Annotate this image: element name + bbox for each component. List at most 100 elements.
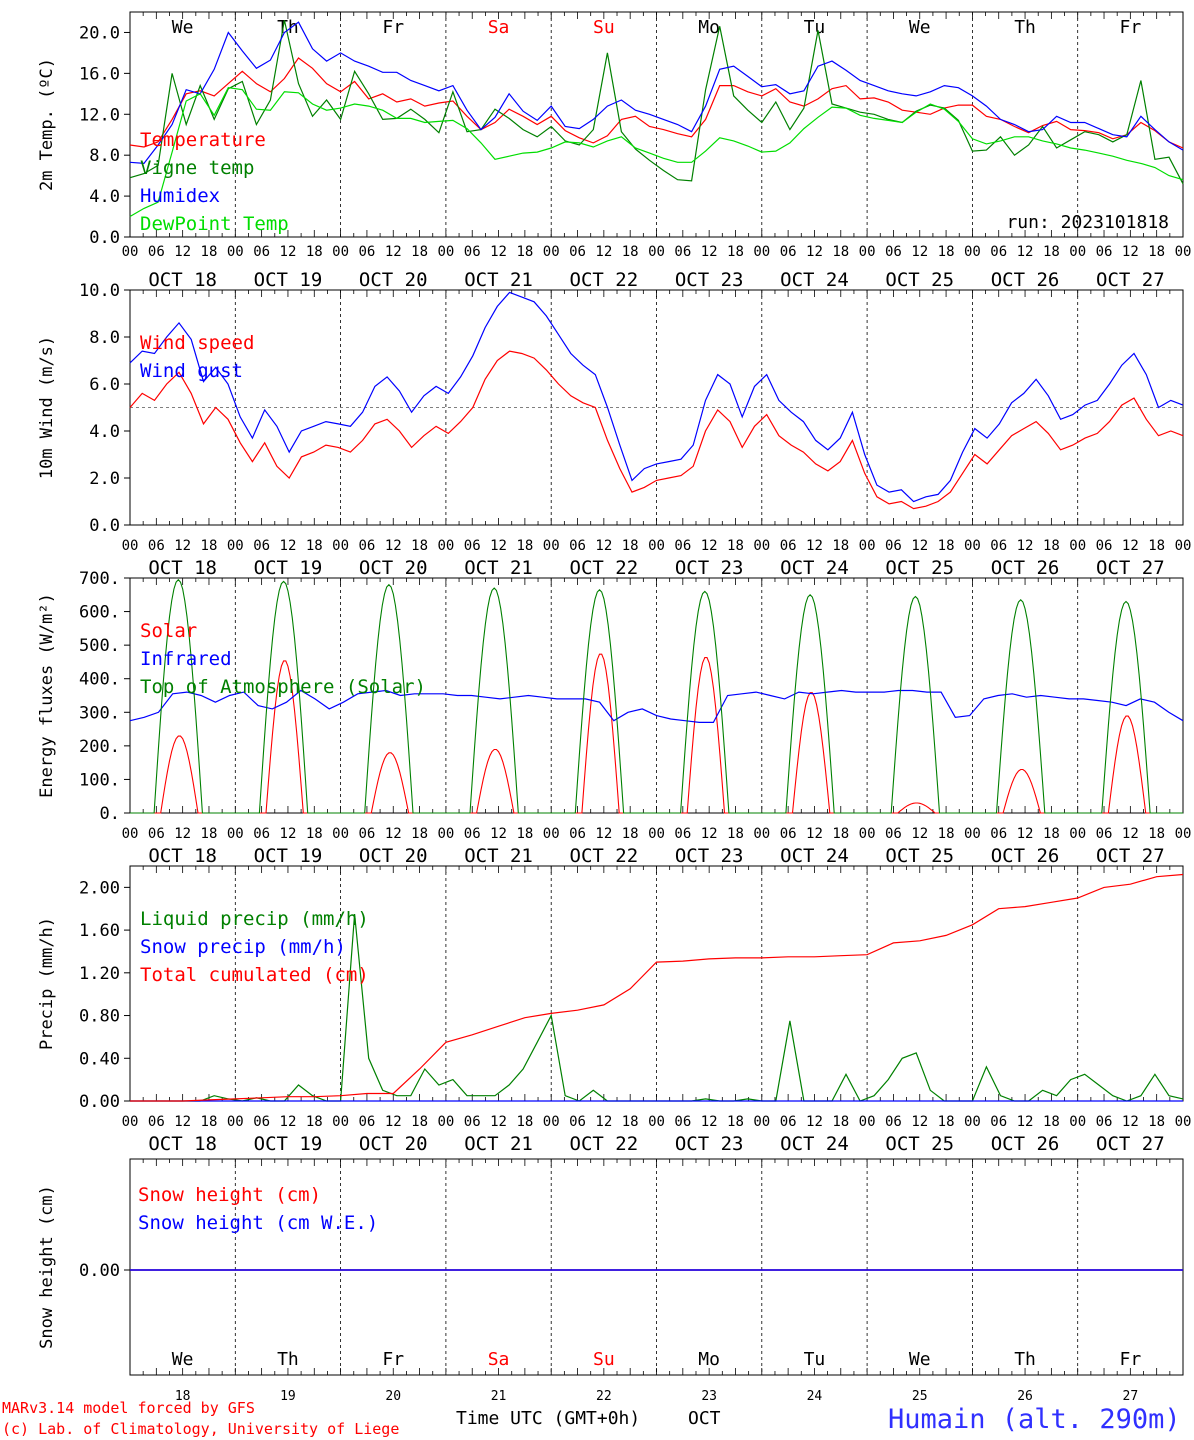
hour-tick-label: 12 xyxy=(1017,244,1034,260)
y-tick-label: 600. xyxy=(79,603,120,623)
hour-tick-label: 06 xyxy=(464,244,481,260)
hour-tick-label: 00 xyxy=(437,244,454,260)
hour-tick-label: 00 xyxy=(964,1114,981,1130)
hour-tick-label: 18 xyxy=(411,538,428,554)
hour-tick-label: 00 xyxy=(753,244,770,260)
hour-tick-label: 18 xyxy=(622,538,639,554)
hour-tick-label: 00 xyxy=(859,1114,876,1130)
hour-tick-label: 18 xyxy=(727,538,744,554)
day-name-label: Fr xyxy=(382,17,404,38)
hour-tick-label: 06 xyxy=(990,1114,1007,1130)
day-number-label: 20 xyxy=(385,1389,401,1404)
hour-tick-label: 12 xyxy=(174,244,191,260)
day-name-label: Fr xyxy=(1120,1349,1142,1370)
hour-tick-label: 06 xyxy=(780,538,797,554)
hour-tick-label: 00 xyxy=(227,538,244,554)
hour-tick-label: 18 xyxy=(306,538,323,554)
series-line xyxy=(129,57,1184,149)
hour-tick-label: 06 xyxy=(780,1114,797,1130)
hour-tick-label: 12 xyxy=(806,1114,823,1130)
y-tick-label: 500. xyxy=(79,636,120,656)
hour-tick-label: 00 xyxy=(753,538,770,554)
panel-frame xyxy=(129,11,1184,238)
hour-tick-label: 12 xyxy=(490,244,507,260)
series-line xyxy=(129,689,1184,723)
x-axis-month: OCT xyxy=(688,1408,721,1429)
day-name-label: We xyxy=(172,1349,194,1370)
day-name-label: Fr xyxy=(382,1349,404,1370)
legend-entry: Vigne temp xyxy=(140,157,254,179)
hour-tick-label: 00 xyxy=(648,538,665,554)
y-axis-label: Snow height (cm) xyxy=(37,1185,57,1349)
day-name-label: Sa xyxy=(488,17,510,38)
hour-tick-label: 18 xyxy=(622,244,639,260)
series-line xyxy=(130,578,1183,814)
date-label: OCT 19 xyxy=(254,1133,323,1155)
date-label: OCT 22 xyxy=(570,269,639,291)
hour-tick-label: 06 xyxy=(253,826,270,842)
y-tick-label: 20.0 xyxy=(79,23,120,43)
date-label: OCT 20 xyxy=(359,269,428,291)
day-name-label: Su xyxy=(593,17,615,38)
hour-tick-label: 06 xyxy=(148,244,165,260)
panel-5: 0.00 Snow height (cm) We Th Fr Sa Su Mo Tu We Th Fr… xyxy=(37,1158,1184,1404)
hour-tick-label: 12 xyxy=(911,244,928,260)
day-number-label: 26 xyxy=(1017,1389,1033,1404)
hour-tick-label: 12 xyxy=(911,538,928,554)
hour-tick-label: 18 xyxy=(727,244,744,260)
hour-tick-label: 00 xyxy=(1175,1114,1192,1130)
date-label: OCT 27 xyxy=(1096,269,1165,291)
hour-tick-label: 00 xyxy=(1069,538,1086,554)
date-label: OCT 22 xyxy=(570,845,639,867)
hour-tick-label: 12 xyxy=(385,1114,402,1130)
hour-tick-label: 00 xyxy=(648,826,665,842)
hour-tick-label: 18 xyxy=(1043,826,1060,842)
series-line xyxy=(129,291,1184,503)
date-label: OCT 25 xyxy=(885,557,954,579)
hour-tick-label: 12 xyxy=(1017,538,1034,554)
hour-tick-label: 12 xyxy=(280,826,297,842)
day-number-label: 25 xyxy=(912,1389,928,1404)
hour-tick-label: 18 xyxy=(938,244,955,260)
day-number-label: 21 xyxy=(491,1389,507,1404)
hour-tick-label: 12 xyxy=(490,538,507,554)
date-label: OCT 26 xyxy=(991,557,1060,579)
hour-tick-label: 06 xyxy=(569,1114,586,1130)
panel-4: 0.00 0.40 0.80 1.20 1.60 2.00 Precip (mm/h) 00 0… xyxy=(37,865,1192,1155)
series-line xyxy=(129,21,1184,165)
hour-tick-label: 00 xyxy=(1069,1114,1086,1130)
hour-tick-label: 18 xyxy=(306,244,323,260)
hour-tick-label: 06 xyxy=(464,1114,481,1130)
hour-tick-label: 06 xyxy=(885,826,902,842)
date-label: OCT 23 xyxy=(675,557,744,579)
date-label: OCT 25 xyxy=(885,269,954,291)
hour-tick-label: 12 xyxy=(280,538,297,554)
hour-tick-label: 00 xyxy=(543,244,560,260)
date-label: OCT 24 xyxy=(780,557,849,579)
hour-tick-label: 12 xyxy=(595,244,612,260)
series-line xyxy=(129,350,1184,510)
hour-tick-label: 06 xyxy=(1096,244,1113,260)
date-label: OCT 25 xyxy=(885,1133,954,1155)
day-name-label: Fr xyxy=(1120,17,1142,38)
date-label: OCT 23 xyxy=(675,269,744,291)
day-name-label: Mo xyxy=(698,17,720,38)
legend-entry: Liquid precip (mm/h) xyxy=(140,908,369,930)
y-tick-label: 1.60 xyxy=(79,921,120,941)
hour-tick-label: 12 xyxy=(280,1114,297,1130)
hour-tick-label: 06 xyxy=(569,244,586,260)
date-label: OCT 24 xyxy=(780,1133,849,1155)
hour-tick-label: 00 xyxy=(859,826,876,842)
hour-tick-label: 00 xyxy=(332,538,349,554)
panel-2: 0.0 2.0 4.0 6.0 8.0 10.0 10m Wind (m/s) 00 06 12 1… xyxy=(37,281,1191,579)
hour-tick-label: 12 xyxy=(1122,538,1139,554)
hour-tick-label: 00 xyxy=(332,1114,349,1130)
day-name-label: We xyxy=(909,1349,931,1370)
series-line xyxy=(129,20,1184,185)
hour-tick-label: 06 xyxy=(674,1114,691,1130)
day-number-label: 24 xyxy=(807,1389,823,1404)
hour-tick-label: 18 xyxy=(1148,826,1165,842)
hour-tick-label: 12 xyxy=(595,826,612,842)
y-tick-label: 1.20 xyxy=(79,964,120,984)
hour-tick-label: 06 xyxy=(569,826,586,842)
